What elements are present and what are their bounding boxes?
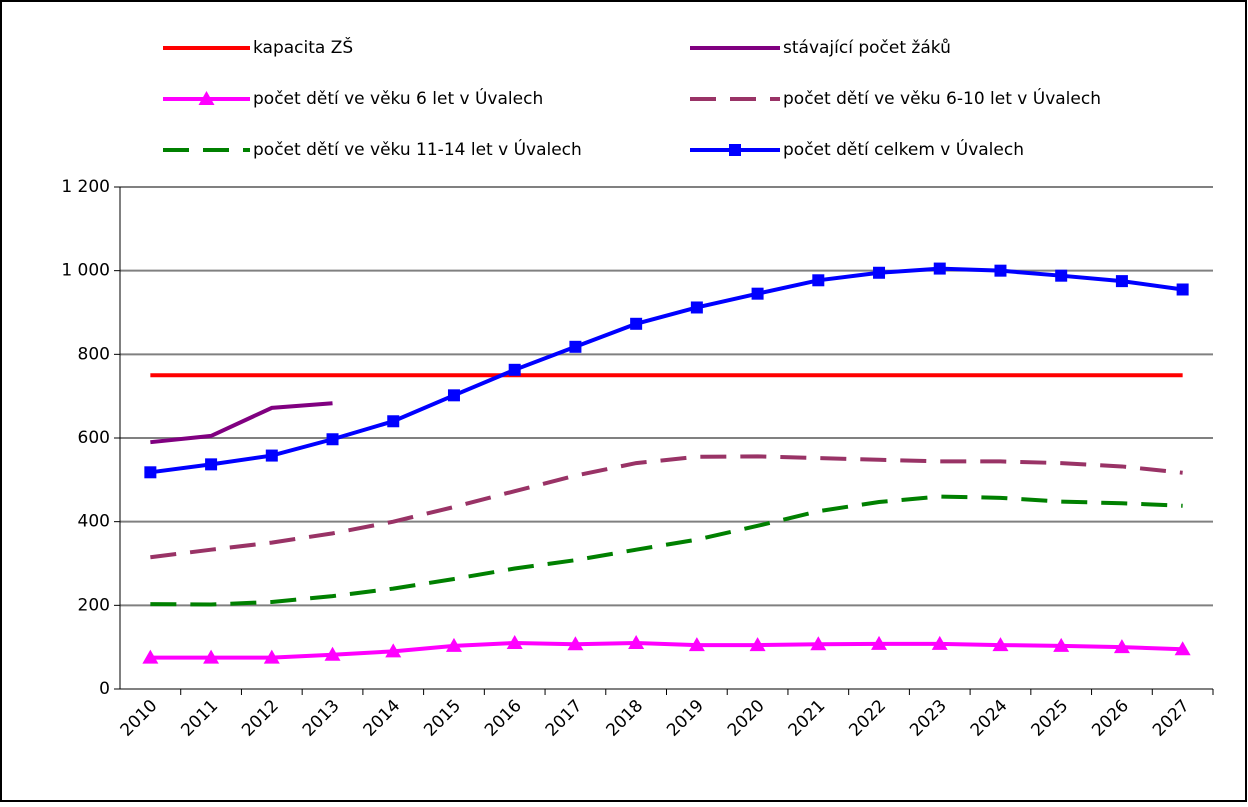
- marker: [630, 317, 643, 330]
- marker: [1176, 283, 1189, 296]
- marker: [751, 287, 764, 300]
- marker: [205, 458, 218, 471]
- marker: [992, 637, 1009, 652]
- legend-label: počet dětí celkem v Úvalech: [783, 138, 1024, 160]
- y-tick-label: 200: [78, 595, 110, 615]
- marker: [1055, 269, 1068, 282]
- marker: [263, 649, 280, 664]
- marker: [142, 649, 159, 664]
- marker: [1053, 637, 1070, 652]
- marker: [324, 646, 341, 661]
- marker: [873, 266, 886, 279]
- y-tick-label: 600: [78, 428, 110, 448]
- y-tick-label: 800: [78, 344, 110, 364]
- marker: [1113, 639, 1130, 654]
- legend-label: počet dětí ve věku 6 let v Úvalech: [253, 87, 543, 109]
- marker: [1174, 641, 1191, 656]
- marker: [569, 340, 582, 353]
- series-line: [150, 266, 1183, 475]
- marker: [994, 264, 1007, 277]
- marker: [749, 637, 766, 652]
- marker: [931, 635, 948, 650]
- marker: [871, 635, 888, 650]
- y-tick-label: 0: [99, 679, 110, 699]
- marker: [688, 637, 705, 652]
- legend-label: kapacita ZŠ: [253, 36, 353, 58]
- marker: [445, 637, 462, 652]
- marker: [812, 274, 825, 287]
- marker: [810, 636, 827, 651]
- marker: [690, 301, 703, 314]
- marker: [385, 643, 402, 658]
- marker: [387, 415, 400, 428]
- legend-label: stávající počet žáků: [783, 38, 951, 58]
- series-line: [150, 494, 1183, 607]
- series-line: [150, 454, 1183, 560]
- marker: [144, 466, 157, 479]
- marker: [198, 91, 215, 105]
- marker: [933, 262, 946, 275]
- legend-label: počet dětí ve věku 11-14 let v Úvalech: [253, 138, 582, 160]
- series-line: [150, 640, 1183, 660]
- y-tick-label: 400: [78, 512, 110, 532]
- marker: [447, 389, 460, 402]
- y-tick-label: 1 000: [61, 261, 110, 281]
- marker: [506, 634, 523, 649]
- marker: [1115, 275, 1128, 288]
- marker: [265, 449, 278, 462]
- marker: [326, 433, 339, 446]
- marker: [203, 649, 220, 664]
- legend-label: počet dětí ve věku 6-10 let v Úvalech: [783, 87, 1101, 109]
- marker: [567, 636, 584, 651]
- marker: [628, 634, 645, 649]
- series-line: [150, 401, 333, 445]
- y-tick-label: 1 200: [61, 177, 110, 197]
- marker: [508, 363, 521, 376]
- marker: [729, 144, 741, 156]
